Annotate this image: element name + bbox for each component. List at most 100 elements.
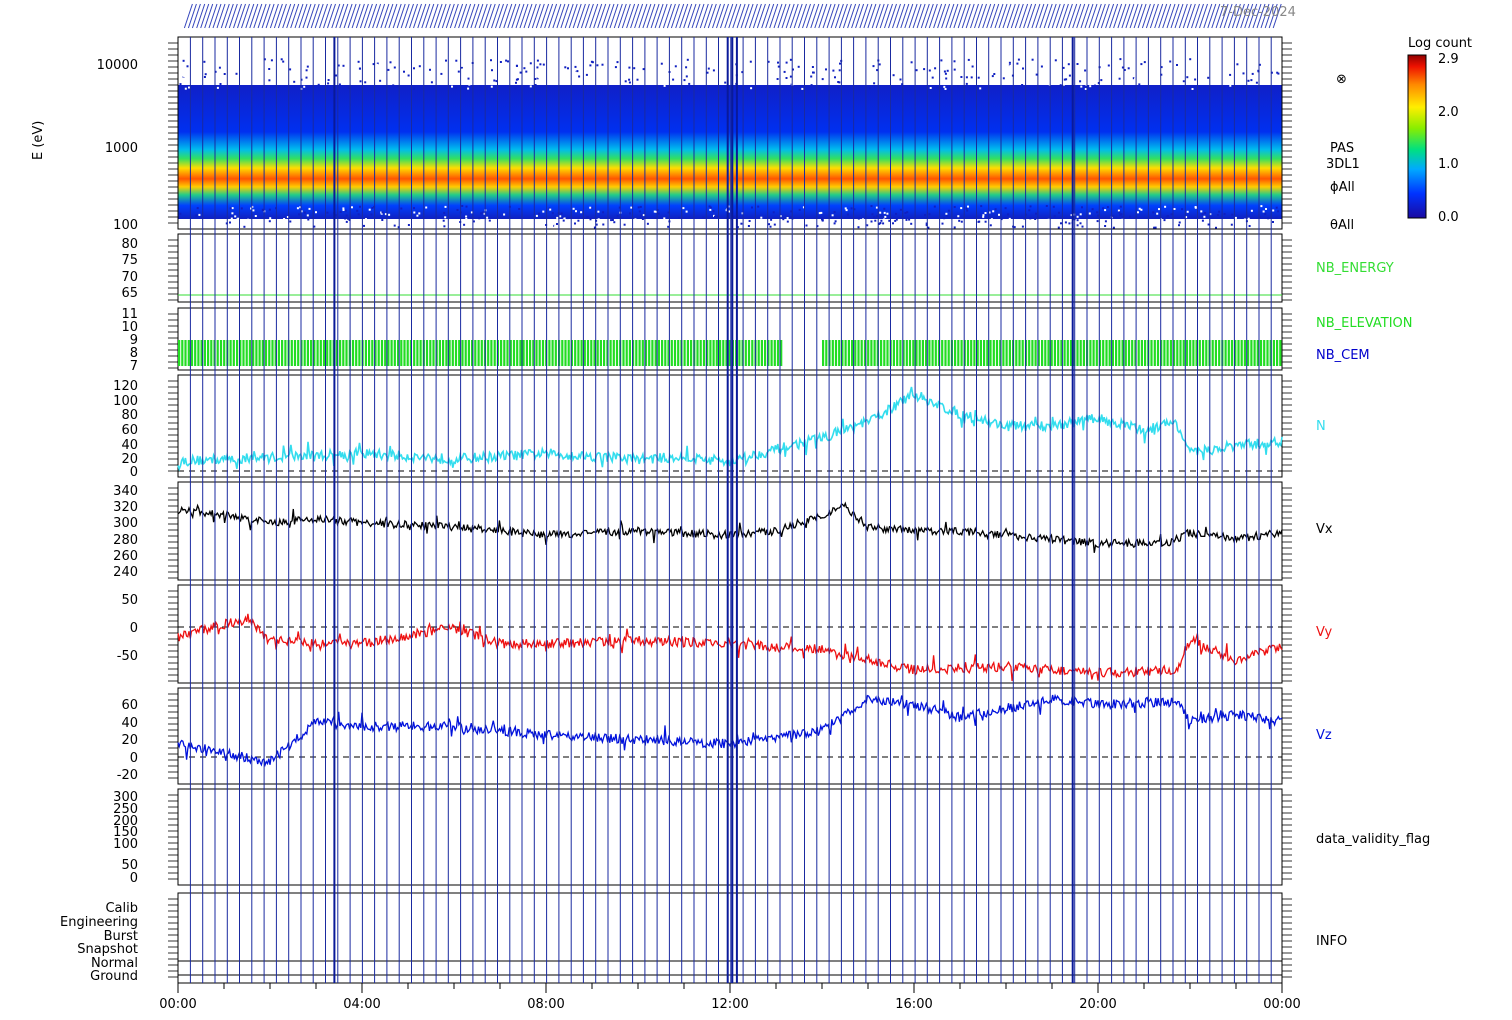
spectrogram-speckle — [1068, 74, 1071, 77]
time-marker-hatch-stroke — [699, 3, 709, 29]
time-marker-hatch-stroke — [290, 3, 300, 29]
spectrogram-speckle — [1207, 76, 1210, 79]
spectrogram-speckle — [345, 214, 348, 217]
elevation-bar — [992, 340, 995, 366]
spectrogram-speckle — [941, 80, 944, 83]
spectrogram-speckle — [1201, 213, 1204, 216]
time-marker-hatch-stroke — [580, 3, 590, 29]
spectrogram-speckle — [821, 78, 824, 81]
spectrogram-speckle — [988, 211, 991, 214]
elevation-bar — [925, 340, 928, 366]
spectrogram-speckle — [602, 223, 605, 226]
spectrogram-speckle — [816, 225, 819, 228]
time-marker-hatch-stroke — [319, 3, 328, 29]
time-marker-hatch-stroke — [417, 3, 427, 29]
density-label: N — [1316, 419, 1326, 434]
time-marker-hatch-stroke — [478, 3, 488, 29]
spectrogram-speckle — [296, 207, 299, 210]
spectrogram-speckle — [525, 70, 528, 73]
elevation-bar — [1021, 340, 1024, 366]
time-marker-hatch-stroke — [458, 3, 468, 29]
spectrogram-speckle — [623, 223, 626, 226]
elevation-bar — [1041, 340, 1044, 366]
spectrogram-speckle — [1236, 73, 1239, 76]
time-marker-hatch-stroke — [765, 3, 775, 29]
spectrogram-speckle — [697, 64, 700, 67]
time-marker-hatch-stroke — [621, 3, 631, 29]
x-tick-1600: 16:00 — [895, 997, 932, 1012]
time-marker-hatch-stroke — [413, 3, 422, 29]
spectrogram-speckle — [600, 75, 603, 78]
elevation-bar — [586, 340, 590, 366]
elevation-bar — [1050, 340, 1053, 366]
spectrogram-speckle — [638, 210, 641, 213]
time-marker-hatch-stroke — [1084, 3, 1094, 29]
spectrogram-speckle — [1194, 220, 1197, 223]
spectrogram-speckle — [702, 216, 705, 219]
time-marker-hatch-stroke — [220, 3, 230, 29]
elevation-bar — [1237, 340, 1240, 366]
colorbar-tick-0: 0.0 — [1438, 210, 1459, 225]
spectrogram-speckle — [1013, 220, 1016, 222]
elevation-bar — [467, 340, 470, 366]
elevation-bar — [200, 340, 203, 366]
spectrogram-speckle — [413, 207, 415, 210]
elevation-bar — [896, 340, 899, 366]
time-marker-hatch-stroke — [429, 3, 439, 29]
time-marker-hatch-stroke — [773, 3, 783, 29]
time-marker-hatch-stroke — [855, 3, 865, 29]
elevation-bar — [928, 340, 931, 366]
spectrogram-speckle — [1040, 65, 1043, 68]
time-marker-hatch-stroke — [527, 3, 537, 29]
spectrogram-speckle — [602, 211, 605, 214]
spectrogram-speckle — [1265, 208, 1267, 210]
time-marker-hatch-stroke — [658, 3, 668, 29]
spectrogram-speckle — [470, 211, 473, 214]
info-frame — [177, 892, 1283, 984]
time-marker-hatch-stroke — [466, 3, 476, 29]
time-marker-hatch-stroke — [1256, 3, 1266, 29]
elevation-bar — [329, 340, 332, 366]
time-marker-hatch-stroke — [1047, 3, 1057, 29]
spectrogram-speckle — [666, 80, 669, 83]
time-marker-hatch-stroke — [769, 3, 779, 29]
spectrogram-speckle — [948, 61, 951, 64]
spectrogram-speckle — [564, 66, 567, 69]
spectrogram-speckle — [537, 76, 540, 79]
spectrogram-speckle — [1081, 225, 1084, 228]
spectrogram-speckle — [833, 211, 836, 214]
spectrogram-speckle — [371, 81, 374, 84]
time-marker-hatch-stroke — [1195, 3, 1204, 29]
spectrogram-speckle — [280, 58, 283, 61]
spectrogram-speckle — [613, 221, 616, 224]
spectrogram-speckle — [628, 78, 631, 81]
spectrogram-speckle — [1132, 77, 1135, 80]
spectrogram-speckle — [873, 82, 876, 85]
spectrogram-speckle — [490, 85, 493, 88]
vz-tick-40: 40 — [121, 716, 138, 731]
spectrogram-speckle — [1034, 218, 1037, 220]
elevation-bar — [838, 340, 841, 366]
spectrogram-speckle — [990, 218, 993, 221]
elevation-bar — [303, 340, 306, 366]
elevation-bar — [921, 340, 924, 366]
elev-tick-9: 9 — [130, 333, 138, 348]
spectrogram-speckle — [923, 68, 926, 71]
spectrogram-speckle — [387, 68, 390, 71]
spectrogram-speckle — [443, 211, 446, 214]
colorbar-tick-1: 1.0 — [1438, 157, 1459, 172]
spectrogram-speckle — [941, 222, 944, 225]
time-marker-hatch-stroke — [842, 3, 852, 29]
time-marker-hatch-stroke — [1215, 3, 1225, 29]
spectrogram-speckle — [1007, 73, 1010, 76]
spectrogram-speckle — [207, 59, 210, 62]
spectrogram-speckle — [268, 79, 271, 82]
spectrogram-speckle — [1047, 218, 1050, 221]
spectrogram-speckle — [597, 210, 600, 213]
elevation-bar — [181, 340, 184, 366]
spectrogram-speckle — [1202, 223, 1205, 226]
spectrogram-speckle — [1006, 225, 1009, 228]
spectrogram-speckle — [539, 63, 542, 66]
time-marker-hatch-stroke — [1019, 3, 1029, 29]
time-marker-hatch-stroke — [904, 3, 914, 29]
